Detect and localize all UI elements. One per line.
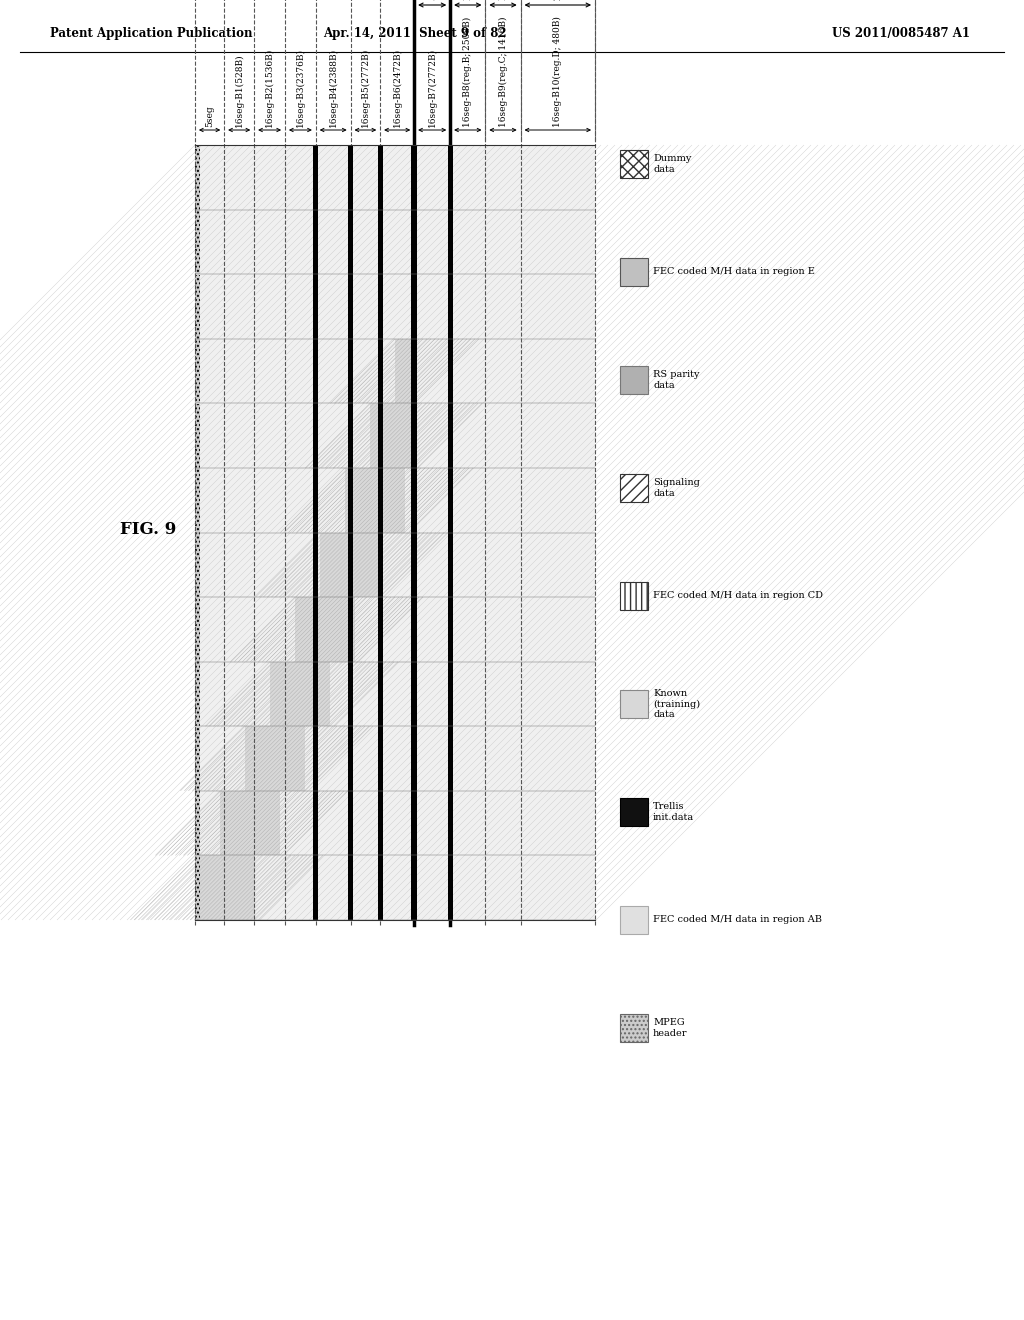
Text: 16seg-B7(2772B): 16seg-B7(2772B) <box>428 48 437 127</box>
Bar <box>245 726 305 791</box>
Bar <box>195 533 201 597</box>
Text: Signaling
data: Signaling data <box>653 478 699 498</box>
Bar <box>270 661 330 726</box>
Bar <box>412 145 417 920</box>
Bar <box>345 467 406 532</box>
Bar <box>620 366 648 393</box>
Bar <box>620 1014 648 1041</box>
Bar <box>195 339 201 404</box>
Bar <box>313 145 318 920</box>
Text: MPEG
header: MPEG header <box>653 1018 687 1038</box>
Text: 16seg-B3(2376B): 16seg-B3(2376B) <box>296 48 305 127</box>
Bar <box>447 145 453 920</box>
Bar <box>319 532 380 597</box>
Bar <box>195 404 201 467</box>
Bar <box>620 799 648 826</box>
Text: 16seg-B5(2772B): 16seg-B5(2772B) <box>360 48 370 127</box>
Text: US 2011/0085487 A1: US 2011/0085487 A1 <box>831 26 970 40</box>
Bar <box>195 275 201 339</box>
Text: 16seg-B4(2388B): 16seg-B4(2388B) <box>329 48 338 127</box>
Bar <box>195 145 201 210</box>
Text: Trellis
init.data: Trellis init.data <box>653 803 694 821</box>
Text: Patent Application Publication: Patent Application Publication <box>50 26 253 40</box>
Text: 16seg-B6(2472B): 16seg-B6(2472B) <box>392 48 401 127</box>
Text: Dummy
data: Dummy data <box>653 154 691 174</box>
Text: Apr. 14, 2011  Sheet 9 of 82: Apr. 14, 2011 Sheet 9 of 82 <box>324 26 507 40</box>
Bar <box>620 582 648 610</box>
Bar <box>195 855 255 920</box>
Bar <box>195 855 201 920</box>
Bar <box>395 339 414 404</box>
Text: 16seg-B9(reg.C; 1416B): 16seg-B9(reg.C; 1416B) <box>499 16 508 127</box>
Bar <box>370 404 414 467</box>
Bar <box>620 690 648 718</box>
Bar <box>195 791 201 855</box>
Text: 5seg: 5seg <box>205 106 214 127</box>
Bar <box>620 257 648 286</box>
Text: FEC coded M/H data in region AB: FEC coded M/H data in region AB <box>653 916 822 924</box>
Bar <box>195 727 201 791</box>
Text: FEC coded M/H data in region E: FEC coded M/H data in region E <box>653 268 815 276</box>
Text: 16seg-B10(reg.D; 480B): 16seg-B10(reg.D; 480B) <box>553 16 562 127</box>
Bar <box>195 469 201 532</box>
Text: 16seg-B2(1536B): 16seg-B2(1536B) <box>265 48 274 127</box>
Bar <box>620 906 648 935</box>
Text: 16seg-B8(reg.B; 2508B): 16seg-B8(reg.B; 2508B) <box>463 17 472 127</box>
Bar <box>620 474 648 502</box>
Bar <box>195 145 595 920</box>
Bar <box>195 663 201 726</box>
Text: FIG. 9: FIG. 9 <box>120 521 176 539</box>
Bar <box>195 210 201 275</box>
Text: FEC coded M/H data in region CD: FEC coded M/H data in region CD <box>653 591 823 601</box>
Text: RS parity
data: RS parity data <box>653 371 699 389</box>
Bar <box>220 791 280 855</box>
Text: 16seg-B1(528B): 16seg-B1(528B) <box>234 53 244 127</box>
Bar <box>620 150 648 178</box>
Bar <box>295 597 355 661</box>
Text: Known
(training)
data: Known (training) data <box>653 689 700 719</box>
Bar <box>348 145 353 920</box>
Bar <box>195 145 595 920</box>
Bar <box>195 598 201 661</box>
Bar <box>378 145 383 920</box>
